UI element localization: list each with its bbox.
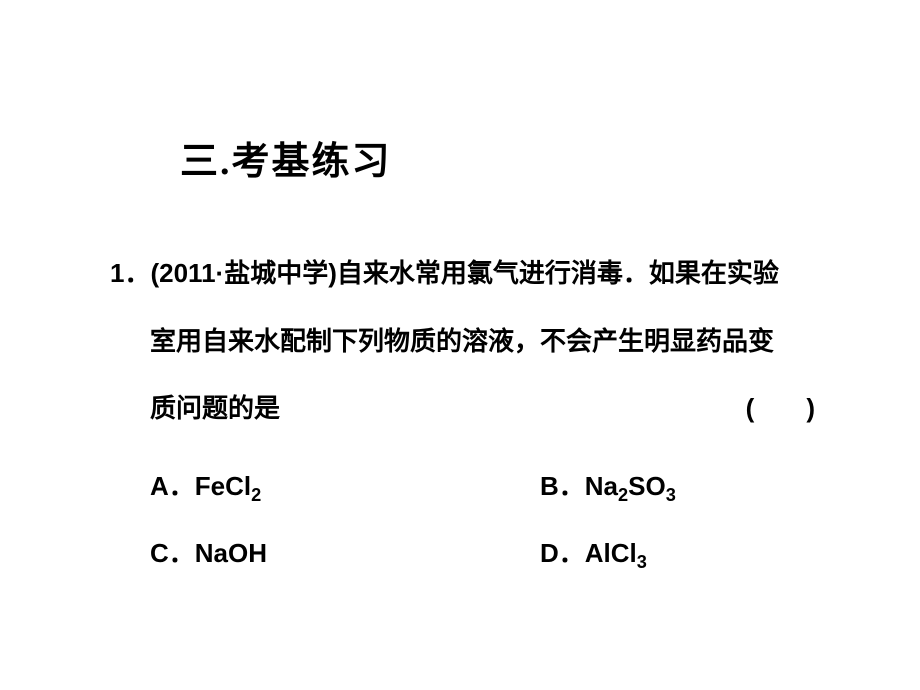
option-d-formula: AlCl3 [585, 538, 647, 568]
question-text-1: 自来水常用氯气进行消毒．如果在实验 [337, 258, 779, 288]
options-block: A．FeCl2 B．Na2SO3 C．NaOH D．AlCl3 [110, 453, 815, 588]
option-b-label: B． [540, 471, 585, 501]
question-number: 1． [110, 240, 150, 308]
option-row-1: A．FeCl2 B．Na2SO3 [150, 453, 815, 521]
option-row-2: C．NaOH D．AlCl3 [150, 520, 815, 588]
option-c-formula: NaOH [195, 538, 267, 568]
question-text-3: 质问题的是 [150, 393, 280, 423]
answer-blank: ( ) [746, 375, 815, 443]
option-d-label: D． [540, 538, 585, 568]
option-d: D．AlCl3 [540, 520, 647, 588]
option-a: A．FeCl2 [150, 453, 540, 521]
question-text: 1．(2011·盐城中学)自来水常用氯气进行消毒．如果在实验 室用自来水配制下列… [110, 240, 815, 443]
option-b: B．Na2SO3 [540, 453, 676, 521]
question-line-2: 室用自来水配制下列物质的溶液，不会产生明显药品变 [110, 308, 815, 376]
option-c: C．NaOH [150, 520, 540, 588]
question-block: 1．(2011·盐城中学)自来水常用氯气进行消毒．如果在实验 室用自来水配制下列… [110, 240, 815, 588]
option-b-formula: Na2SO3 [585, 471, 676, 501]
question-source: (2011·盐城中学) [150, 258, 336, 288]
question-line-3: 质问题的是 ( ) [110, 375, 815, 443]
option-a-label: A． [150, 471, 195, 501]
question-line-1: 1．(2011·盐城中学)自来水常用氯气进行消毒．如果在实验 [110, 240, 815, 308]
option-c-label: C． [150, 538, 195, 568]
option-a-formula: FeCl2 [195, 471, 261, 501]
section-title: 三.考基练习 [180, 130, 392, 185]
